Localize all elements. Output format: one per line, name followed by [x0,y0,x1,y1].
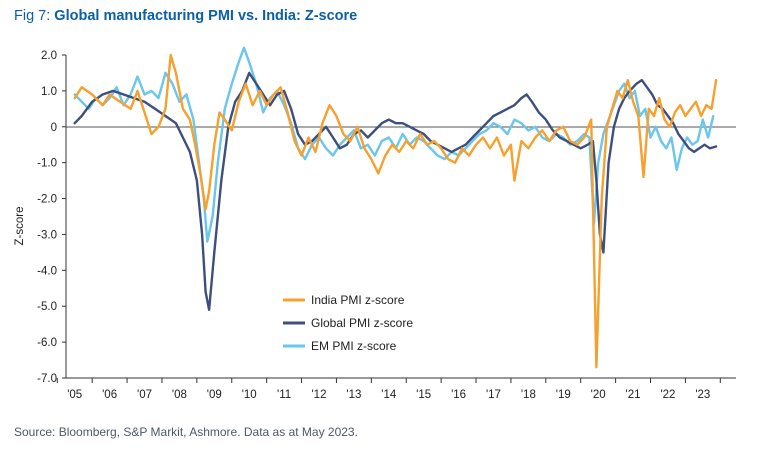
y-tick-label: -4.0 [37,265,57,277]
x-tick-label: '11 [277,389,291,401]
x-tick-label: '20 [591,389,606,401]
y-axis-label: Z-score [14,207,26,246]
x-tick-label: '13 [346,389,361,401]
y-tick-label: -1.0 [37,158,57,170]
x-tick-label: '22 [660,389,675,401]
y-tick-label: -3.0 [37,229,57,241]
x-tick-label: '12 [311,389,326,401]
y-tick-label: 0 [51,122,57,134]
x-tick-label: '08 [172,389,187,401]
x-tick-label: '21 [626,389,641,401]
y-tick-label: -6.0 [37,337,57,349]
y-tick-label: 1.0 [41,86,57,98]
x-axis-ticks: '05 '06 '07 '08 '09 '10 '11 '12 '13 '14 '15 '16 '17 '… [56,378,721,401]
em-pmi-z-score-line [73,46,715,243]
chart-title-prefix: Fig 7: [14,8,55,24]
y-tick-label: -7.0 [37,373,57,385]
y-tick-label: -5.0 [37,301,57,313]
legend-label-india-pmi-z-score: India PMI z-score [311,293,405,307]
x-tick-label: '18 [521,389,536,401]
x-tick-label: '09 [207,389,222,401]
india-pmi-z-score-line [73,53,718,369]
y-axis-ticks: 2.0 1.0 0 -1.0 -2.0 -3.0 -4.0 -5.0 -6.0 -7.0 [37,50,66,385]
x-tick-label: '07 [137,389,152,401]
legend: India PMI z-score Global PMI z-score EM PM… [283,293,413,353]
global-pmi-z-score-line [73,71,718,311]
y-tick-label: -2.0 [37,194,57,206]
x-tick-label: '06 [102,389,117,401]
line-chart: Z-score 2.0 1.0 0 -1.0 -2.0 -3.0 -4.0 -5.0 -6.0 -… [14,46,736,401]
series-group [73,46,718,369]
x-tick-label: '19 [556,389,571,401]
x-tick-label: '17 [486,389,501,401]
chart-title-main: Global manufacturing PMI vs. India: Z-sc… [54,8,358,24]
x-tick-label: '23 [695,389,710,401]
chart-title: Fig 7: Global manufacturing PMI vs. Indi… [14,8,357,24]
legend-label-em-pmi-z-score: EM PMI z-score [311,339,397,353]
source-note: Source: Bloomberg, S&P Markit, Ashmore. … [14,425,358,439]
legend-label-global-pmi-z-score: Global PMI z-score [311,316,413,330]
x-tick-label: '16 [451,389,466,401]
y-tick-label: 2.0 [41,50,57,62]
x-tick-label: '10 [242,389,257,401]
x-tick-label: '14 [381,389,397,401]
x-tick-label: '05 [67,389,82,401]
x-tick-label: '15 [416,389,431,401]
